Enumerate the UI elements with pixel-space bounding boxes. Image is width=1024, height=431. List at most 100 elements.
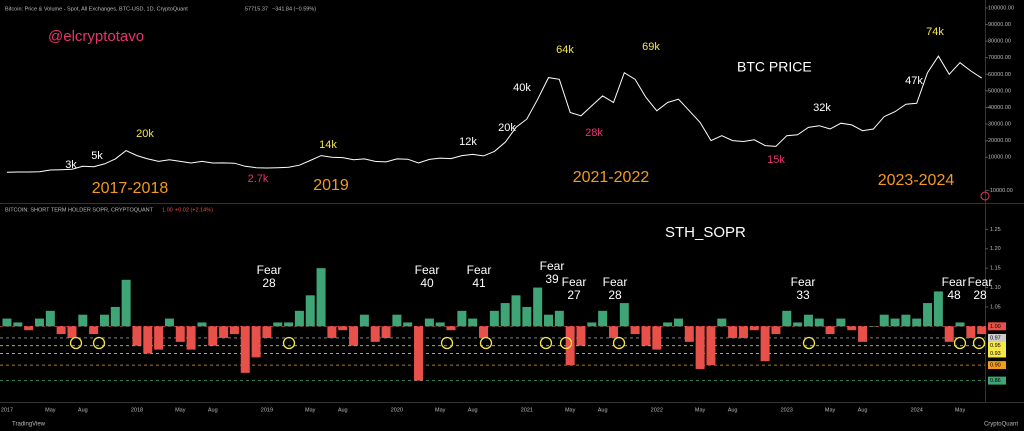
sopr-bar	[67, 326, 77, 338]
sopr-bar	[760, 326, 770, 362]
sopr-bar	[663, 322, 673, 327]
x-tick-label: 2022	[651, 407, 663, 413]
sopr-bar	[868, 326, 878, 327]
sopr-bar	[879, 314, 889, 327]
sopr-bar	[771, 326, 781, 335]
sopr-bar	[110, 306, 120, 327]
x-tick-label: May	[695, 407, 706, 413]
x-tick-label: May	[565, 407, 576, 413]
sopr-bar	[143, 326, 153, 354]
sopr-bar	[186, 326, 196, 350]
sopr-bar	[273, 322, 283, 327]
price-annotation: 14k	[319, 139, 337, 151]
sopr-bar	[294, 310, 304, 327]
level-badge	[988, 333, 1006, 342]
sopr-bar	[219, 326, 229, 338]
sopr-bar	[630, 326, 640, 335]
sopr-bar	[359, 314, 369, 327]
clock-icon[interactable]	[980, 191, 990, 201]
sopr-bar	[500, 303, 510, 327]
sopr-bar	[24, 326, 34, 331]
sopr-bar	[793, 322, 803, 327]
y-tick-label: 100000.00	[988, 5, 1014, 11]
fear-label: Fear	[467, 263, 492, 277]
sopr-bar	[349, 326, 359, 346]
price-last: 57715.37	[245, 6, 268, 12]
price-annotation: 74k	[926, 26, 944, 38]
level-badge	[988, 341, 1006, 350]
fear-label: Fear	[540, 259, 565, 273]
sopr-bar	[370, 326, 380, 342]
sopr-bar	[208, 326, 218, 346]
price-annotation: 15k	[767, 154, 785, 166]
highlight-circle	[953, 336, 967, 350]
sopr-bar	[608, 326, 618, 338]
level-badge	[988, 322, 1006, 331]
sopr-bar	[598, 310, 608, 327]
sopr-bar	[262, 326, 272, 338]
sopr-bar	[706, 326, 716, 366]
fear-value: 40	[420, 276, 434, 290]
sopr-bar	[966, 326, 976, 338]
sopr-bar	[489, 310, 499, 327]
footer-left[interactable]: TradingView	[12, 422, 46, 428]
sopr-bar	[34, 318, 44, 327]
sopr-bar	[403, 322, 413, 327]
level-label: 0.95	[990, 343, 1001, 349]
x-tick-label: 2021	[521, 407, 533, 413]
sopr-bar	[533, 287, 543, 327]
price-annotation: 12k	[459, 136, 477, 148]
x-tick-label: May	[175, 407, 186, 413]
highlight-circle	[802, 336, 816, 350]
sopr-bar	[836, 318, 846, 327]
y-tick-label: -10000.00	[988, 188, 1013, 194]
sopr-title: BITCOIN: SHORT TERM HOLDER SOPR, CRYPTOQ…	[5, 207, 154, 213]
footer-right: CryptoQuant	[984, 422, 1018, 428]
x-tick-label: Aug	[208, 407, 218, 413]
sopr-bar	[414, 326, 424, 381]
sopr-bar	[587, 322, 597, 327]
sopr-bar	[327, 326, 337, 338]
sopr-bar	[955, 322, 965, 327]
y-tick-label: 20000.00	[988, 138, 1011, 144]
sopr-bar	[2, 318, 12, 327]
highlight-circle	[612, 336, 626, 350]
sopr-bar	[154, 326, 164, 350]
sopr-bar	[197, 322, 207, 327]
sopr-bar	[684, 326, 694, 342]
sopr-bar	[652, 326, 662, 350]
y-tick-label: 1.15	[990, 266, 1001, 272]
sopr-bar	[814, 318, 824, 327]
sopr-bar	[782, 310, 792, 327]
sopr-change: +0.02 (+2.14%)	[175, 207, 213, 213]
level-badge	[988, 376, 1006, 385]
y-tick-label: 70000.00	[988, 55, 1011, 61]
price-annotation: 5k	[91, 150, 103, 162]
sopr-bar	[305, 295, 315, 327]
price-annotation: 64k	[556, 44, 574, 56]
sopr-bar	[901, 314, 911, 327]
level-label: 0.93	[990, 351, 1001, 357]
sopr-bar	[858, 326, 868, 342]
sopr-bar	[89, 326, 99, 335]
sopr-bar	[468, 318, 478, 327]
sopr-bar	[576, 326, 586, 346]
fear-value: 28	[973, 288, 987, 302]
sopr-bar	[78, 314, 88, 327]
price-annotation: 20k	[136, 128, 154, 140]
sopr-bar	[695, 326, 705, 369]
sopr-bar	[522, 306, 532, 327]
y-tick-label: 10000.00	[988, 155, 1011, 161]
sopr-bar	[424, 318, 434, 327]
x-tick-label: Aug	[468, 407, 478, 413]
fear-label: Fear	[257, 263, 282, 277]
sopr-bar	[338, 326, 348, 331]
level-label: 1.00	[990, 324, 1001, 330]
highlight-circle	[972, 336, 986, 350]
fear-value: 41	[472, 276, 486, 290]
level-badge	[988, 361, 1006, 370]
fear-value: 28	[262, 276, 276, 290]
sopr-bar	[132, 326, 142, 346]
sopr-bar	[619, 303, 629, 327]
price-annotation: 28k	[585, 127, 603, 139]
